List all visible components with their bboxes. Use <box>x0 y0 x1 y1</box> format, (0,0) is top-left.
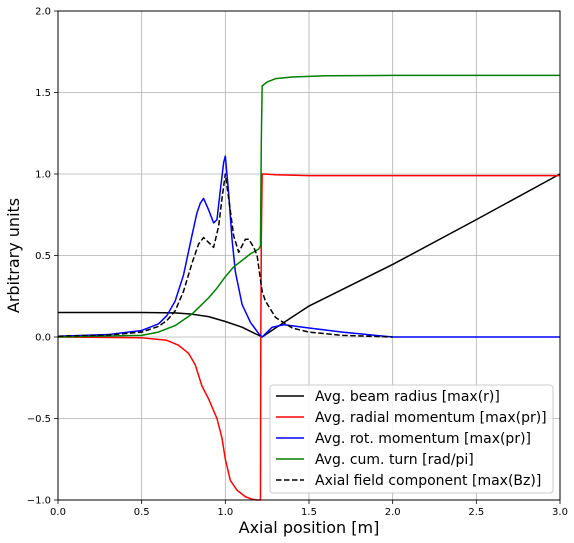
y-tick-label: 0.0 <box>35 333 51 344</box>
legend: Avg. beam radius [max(r)] Avg. radial mom… <box>269 384 554 494</box>
series-line-0 <box>58 173 561 338</box>
legend-label-2: Avg. rot. momentum [max(pr)] <box>315 431 531 447</box>
legend-label-3: Avg. cum. turn [rad/pi] <box>315 452 474 468</box>
y-tick-label: 0.5 <box>35 251 51 262</box>
series-line-3 <box>57 74 560 338</box>
ticks: 0.0 0.5 1.0 1.5 2.0 2.5 3.0 −1.0 −0.5 0.0 0.5 1.0 1.… <box>27 7 568 519</box>
legend-box <box>269 384 554 494</box>
y-axis-label: Arbitrary units <box>4 198 23 313</box>
x-tick-label: 0.5 <box>134 507 150 518</box>
series-group <box>57 74 561 501</box>
series-line-2 <box>57 155 560 338</box>
x-tick-label: 0.0 <box>50 507 66 518</box>
y-tick-label: 2.0 <box>35 7 51 18</box>
x-tick-label: 3.0 <box>552 507 568 518</box>
x-tick-label: 1.5 <box>301 507 317 518</box>
y-tick-label: 1.5 <box>35 88 51 99</box>
y-tick-label: −1.0 <box>27 496 51 507</box>
x-axis-label: Axial position [m] <box>239 518 380 537</box>
y-tick-label: −0.5 <box>27 414 51 425</box>
x-tick-label: 2.0 <box>385 507 401 518</box>
series-line-4 <box>57 173 393 338</box>
y-tick-label: 1.0 <box>35 170 51 181</box>
legend-label-1: Avg. radial momentum [max(pr)] <box>315 410 547 426</box>
x-tick-label: 2.5 <box>468 507 484 518</box>
x-tick-label: 1.0 <box>217 507 233 518</box>
legend-label-4: Axial field component [max(Bz)] <box>315 473 541 489</box>
legend-label-0: Avg. beam radius [max(r)] <box>315 389 500 405</box>
series-line-1 <box>57 173 560 501</box>
